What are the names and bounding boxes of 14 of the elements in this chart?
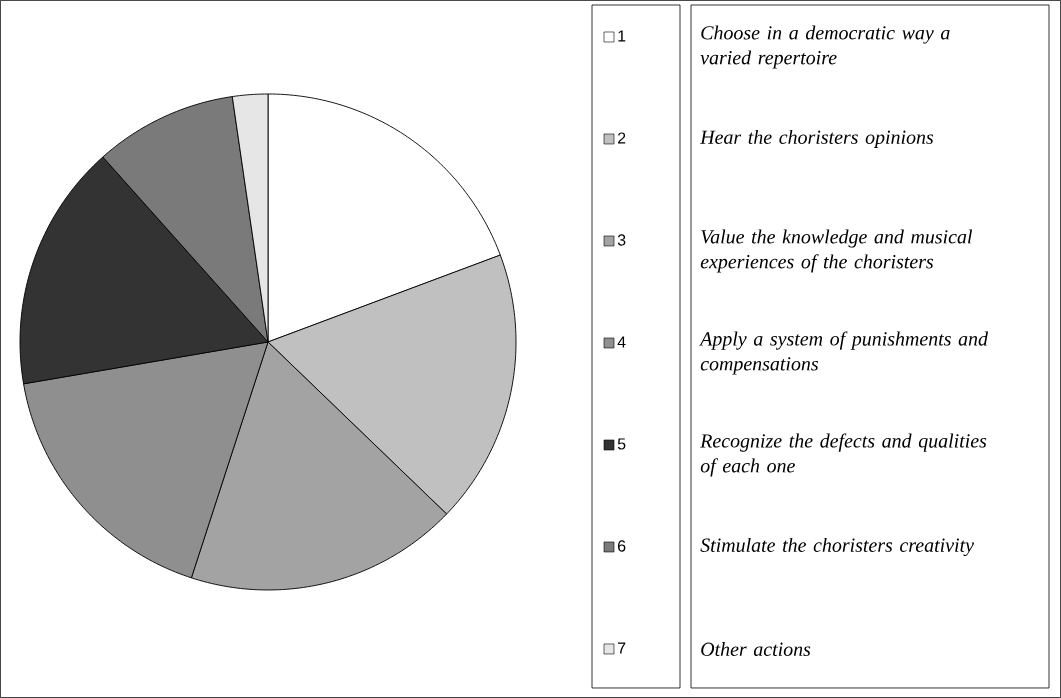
text: Stimulate the choristers creativity bbox=[700, 537, 974, 557]
text: Other actions bbox=[701, 641, 811, 656]
text: Value the knowledge and musical experiences of the choristers bbox=[700, 229, 973, 273]
legend-label: 2 bbox=[618, 132, 626, 144]
text: Choose in a democratic way a varied repertoire bbox=[700, 25, 950, 69]
legend-label: 4 bbox=[617, 336, 626, 348]
legend-label: 3 bbox=[617, 234, 626, 246]
legend-label: 1 bbox=[618, 30, 626, 42]
legend-label: 5 bbox=[617, 438, 626, 450]
text: Apply a system of punishments and compensations bbox=[699, 331, 989, 375]
legend-label: 7 bbox=[618, 642, 626, 654]
legend-label: 6 bbox=[618, 540, 626, 552]
text: Recognize the defects and qualities of each one bbox=[700, 433, 987, 477]
text: Hear the choristers opinions bbox=[699, 129, 934, 149]
